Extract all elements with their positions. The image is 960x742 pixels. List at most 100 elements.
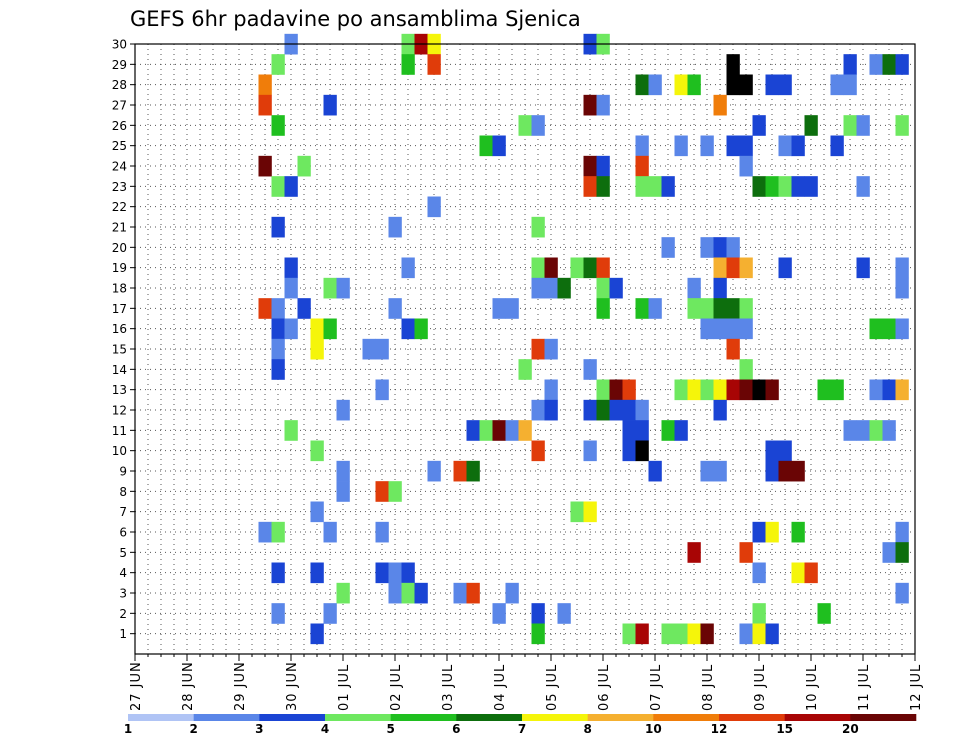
legend-label: 8 (583, 722, 591, 736)
precip-cell (531, 399, 545, 421)
precip-cell (284, 277, 298, 299)
precip-cell (687, 542, 701, 563)
precip-cell (817, 379, 831, 401)
precip-cell (869, 318, 883, 340)
precip-cell (739, 74, 753, 96)
precip-cell (583, 257, 597, 279)
precip-cell (401, 257, 415, 279)
precip-cell (843, 74, 857, 96)
precip-cell (895, 542, 909, 563)
legend-swatch (587, 714, 654, 721)
precip-cell (895, 54, 909, 75)
precip-cell (453, 460, 467, 482)
y-tick-label: 25 (112, 139, 127, 153)
precip-cell (856, 257, 870, 279)
precip-cell (310, 562, 324, 584)
precip-cell (752, 379, 766, 401)
precip-cell (336, 277, 350, 299)
legend-label: 4 (321, 722, 329, 736)
precip-cell (778, 74, 792, 96)
precip-cell (271, 115, 285, 136)
y-tick-label: 16 (112, 322, 127, 336)
legend-label: 7 (518, 722, 526, 736)
precip-cell (739, 623, 753, 645)
data-cells (258, 33, 909, 645)
y-tick-label: 6 (119, 526, 127, 540)
precip-cell (778, 460, 792, 482)
precip-cell (726, 318, 740, 340)
precip-cell (375, 379, 389, 401)
y-tick-label: 2 (119, 607, 127, 621)
precip-cell (752, 623, 766, 645)
precip-cell (726, 135, 740, 157)
precip-cell (492, 135, 506, 157)
precip-cell (661, 237, 675, 258)
y-tick-label: 14 (112, 363, 127, 377)
precip-cell (804, 562, 818, 584)
precip-cell (635, 420, 649, 441)
precip-cell (596, 399, 610, 421)
precip-cell (310, 501, 324, 523)
precip-cell (700, 135, 714, 157)
precip-cell (739, 257, 753, 279)
precip-cell (700, 237, 714, 258)
y-tick-label: 28 (112, 78, 127, 92)
precip-cell (726, 379, 740, 401)
precip-cell (869, 379, 883, 401)
precip-cell (544, 277, 558, 299)
precip-cell (661, 623, 675, 645)
precip-cell (271, 54, 285, 75)
precip-cell (791, 521, 805, 543)
precip-cell (843, 420, 857, 441)
precip-cell (596, 176, 610, 197)
precip-cell (726, 298, 740, 319)
y-axis: 1234567891011121314151617181920212223242… (112, 38, 135, 641)
precip-cell (635, 298, 649, 319)
precip-cell (583, 94, 597, 116)
precip-cell (401, 54, 415, 75)
precip-cell (687, 74, 701, 96)
precip-cell (674, 420, 688, 441)
precip-cell (336, 481, 350, 502)
precip-cell (271, 298, 285, 319)
y-tick-label: 19 (112, 261, 127, 275)
precip-cell (583, 399, 597, 421)
y-tick-label: 26 (112, 119, 127, 133)
precip-cell (635, 623, 649, 645)
precip-cell (609, 277, 623, 299)
precip-cell (284, 176, 298, 197)
precip-cell (895, 379, 909, 401)
precip-cell (713, 237, 727, 258)
y-tick-label: 11 (112, 424, 127, 438)
precip-cell (518, 115, 532, 136)
x-tick-label: 29 JUN (233, 661, 248, 711)
precip-cell (323, 318, 337, 340)
precip-cell (427, 196, 441, 218)
x-axis: 27 JUN 28 JUN 29 JUN 30 JUN 01 JUL 02 JUL 03 J… (129, 654, 924, 711)
precip-cell (505, 420, 519, 441)
precip-cell (297, 155, 311, 177)
precip-cell (895, 521, 909, 543)
legend-swatch (128, 714, 194, 721)
precip-cell (635, 155, 649, 177)
precip-cell (843, 115, 857, 136)
precip-cell (310, 338, 324, 360)
precip-cell (492, 603, 506, 624)
precip-cell (466, 582, 480, 604)
precip-cell (700, 379, 714, 401)
precip-cell (414, 582, 428, 604)
y-tick-label: 23 (112, 180, 127, 194)
precip-cell (336, 582, 350, 604)
y-tick-label: 10 (112, 444, 127, 458)
precip-cell (752, 562, 766, 584)
precip-cell (895, 277, 909, 299)
y-tick-label: 27 (112, 99, 127, 113)
precip-cell (609, 399, 623, 421)
precip-cell (648, 176, 662, 197)
precip-cell (635, 74, 649, 96)
precip-cell (466, 460, 480, 482)
precip-cell (284, 318, 298, 340)
precip-cell (453, 582, 467, 604)
precip-cell (635, 135, 649, 157)
